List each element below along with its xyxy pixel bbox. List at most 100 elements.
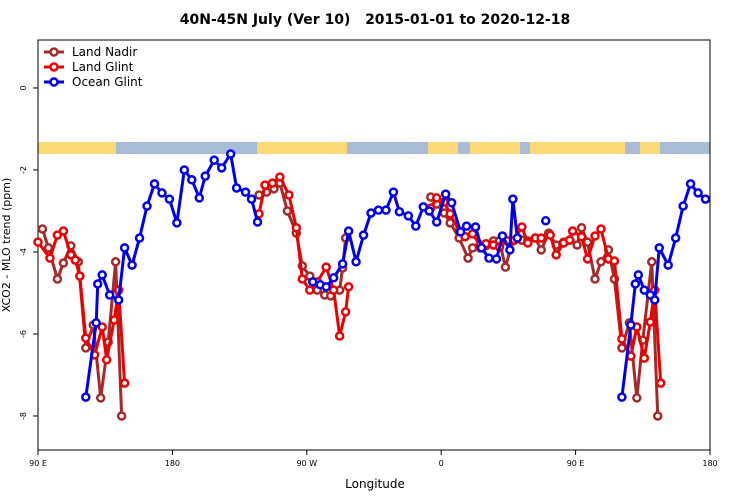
point [633,270,644,280]
point [645,317,656,327]
point [652,411,663,421]
x-tick-label: 90 E [29,459,47,468]
point [134,233,145,243]
point [373,205,384,215]
point [596,224,606,234]
point [328,273,339,283]
point [632,393,642,403]
point [582,254,593,264]
point [700,194,711,204]
point [358,230,369,240]
land-ocean-strip [38,142,710,154]
point [596,257,606,267]
point [576,232,587,242]
point [334,331,345,341]
point [609,256,620,266]
x-tick-label: 90 W [296,459,317,468]
point [388,187,399,197]
point [172,218,182,228]
point [630,279,641,289]
point [567,226,578,236]
point [110,257,121,267]
point [240,187,251,197]
point [590,274,600,284]
point [104,290,115,300]
y-tick-label: 0 [19,85,28,90]
land-band [530,142,625,154]
legend-marker [49,47,59,57]
point [461,221,472,231]
point [275,172,285,182]
point [463,253,473,263]
point [164,194,175,204]
point [649,295,660,305]
point [92,279,103,289]
x-axis-label: Longitude [345,477,405,491]
point [81,343,91,353]
point [366,208,376,218]
point [431,217,442,227]
point [540,216,551,226]
point [308,277,318,287]
point [58,258,69,268]
point [52,230,63,240]
point [97,322,107,332]
point [284,190,294,200]
point [455,227,466,237]
point [647,257,657,267]
point [564,235,575,245]
point [403,211,414,221]
point [617,334,627,344]
point [37,224,48,234]
point [97,270,107,280]
point [654,243,664,253]
point [678,201,688,211]
point [328,285,339,295]
point [142,201,152,211]
y-tick-label: -8 [19,412,28,420]
point [572,240,582,250]
point [119,243,130,253]
point [252,217,263,227]
point [431,193,442,203]
chart-title: 40N-45N July (Ver 10) 2015-01-01 to 2020… [180,12,570,28]
point [685,179,696,189]
point [291,223,302,233]
series-line [41,181,660,417]
point [545,230,555,240]
legend-marker [49,62,59,72]
x-tick-label: 90 E [567,459,585,468]
point [337,259,348,269]
point [81,333,91,343]
point [260,180,270,190]
point [343,226,354,236]
point [95,393,106,403]
point [639,353,650,363]
point [394,207,405,217]
legend-label: Land Nadir [72,45,137,59]
point [321,262,331,272]
point [70,255,81,265]
point [200,171,211,181]
point [655,378,666,388]
point [231,183,242,193]
point [523,238,533,248]
point [267,178,278,188]
point [445,209,455,219]
y-tick-label: -2 [19,166,28,174]
point [157,188,167,198]
x-tick-label: 180 [702,459,717,468]
point [551,250,561,260]
point [343,282,354,292]
point [340,307,351,317]
point [418,202,429,212]
series-line [36,175,663,384]
point [446,198,457,208]
y-tick-label: -6 [19,330,28,338]
legend-label: Ocean Glint [72,75,143,89]
point [52,274,63,284]
legend-label: Land Glint [72,60,134,74]
point [470,222,481,232]
land-band [470,142,520,154]
point [467,243,478,253]
